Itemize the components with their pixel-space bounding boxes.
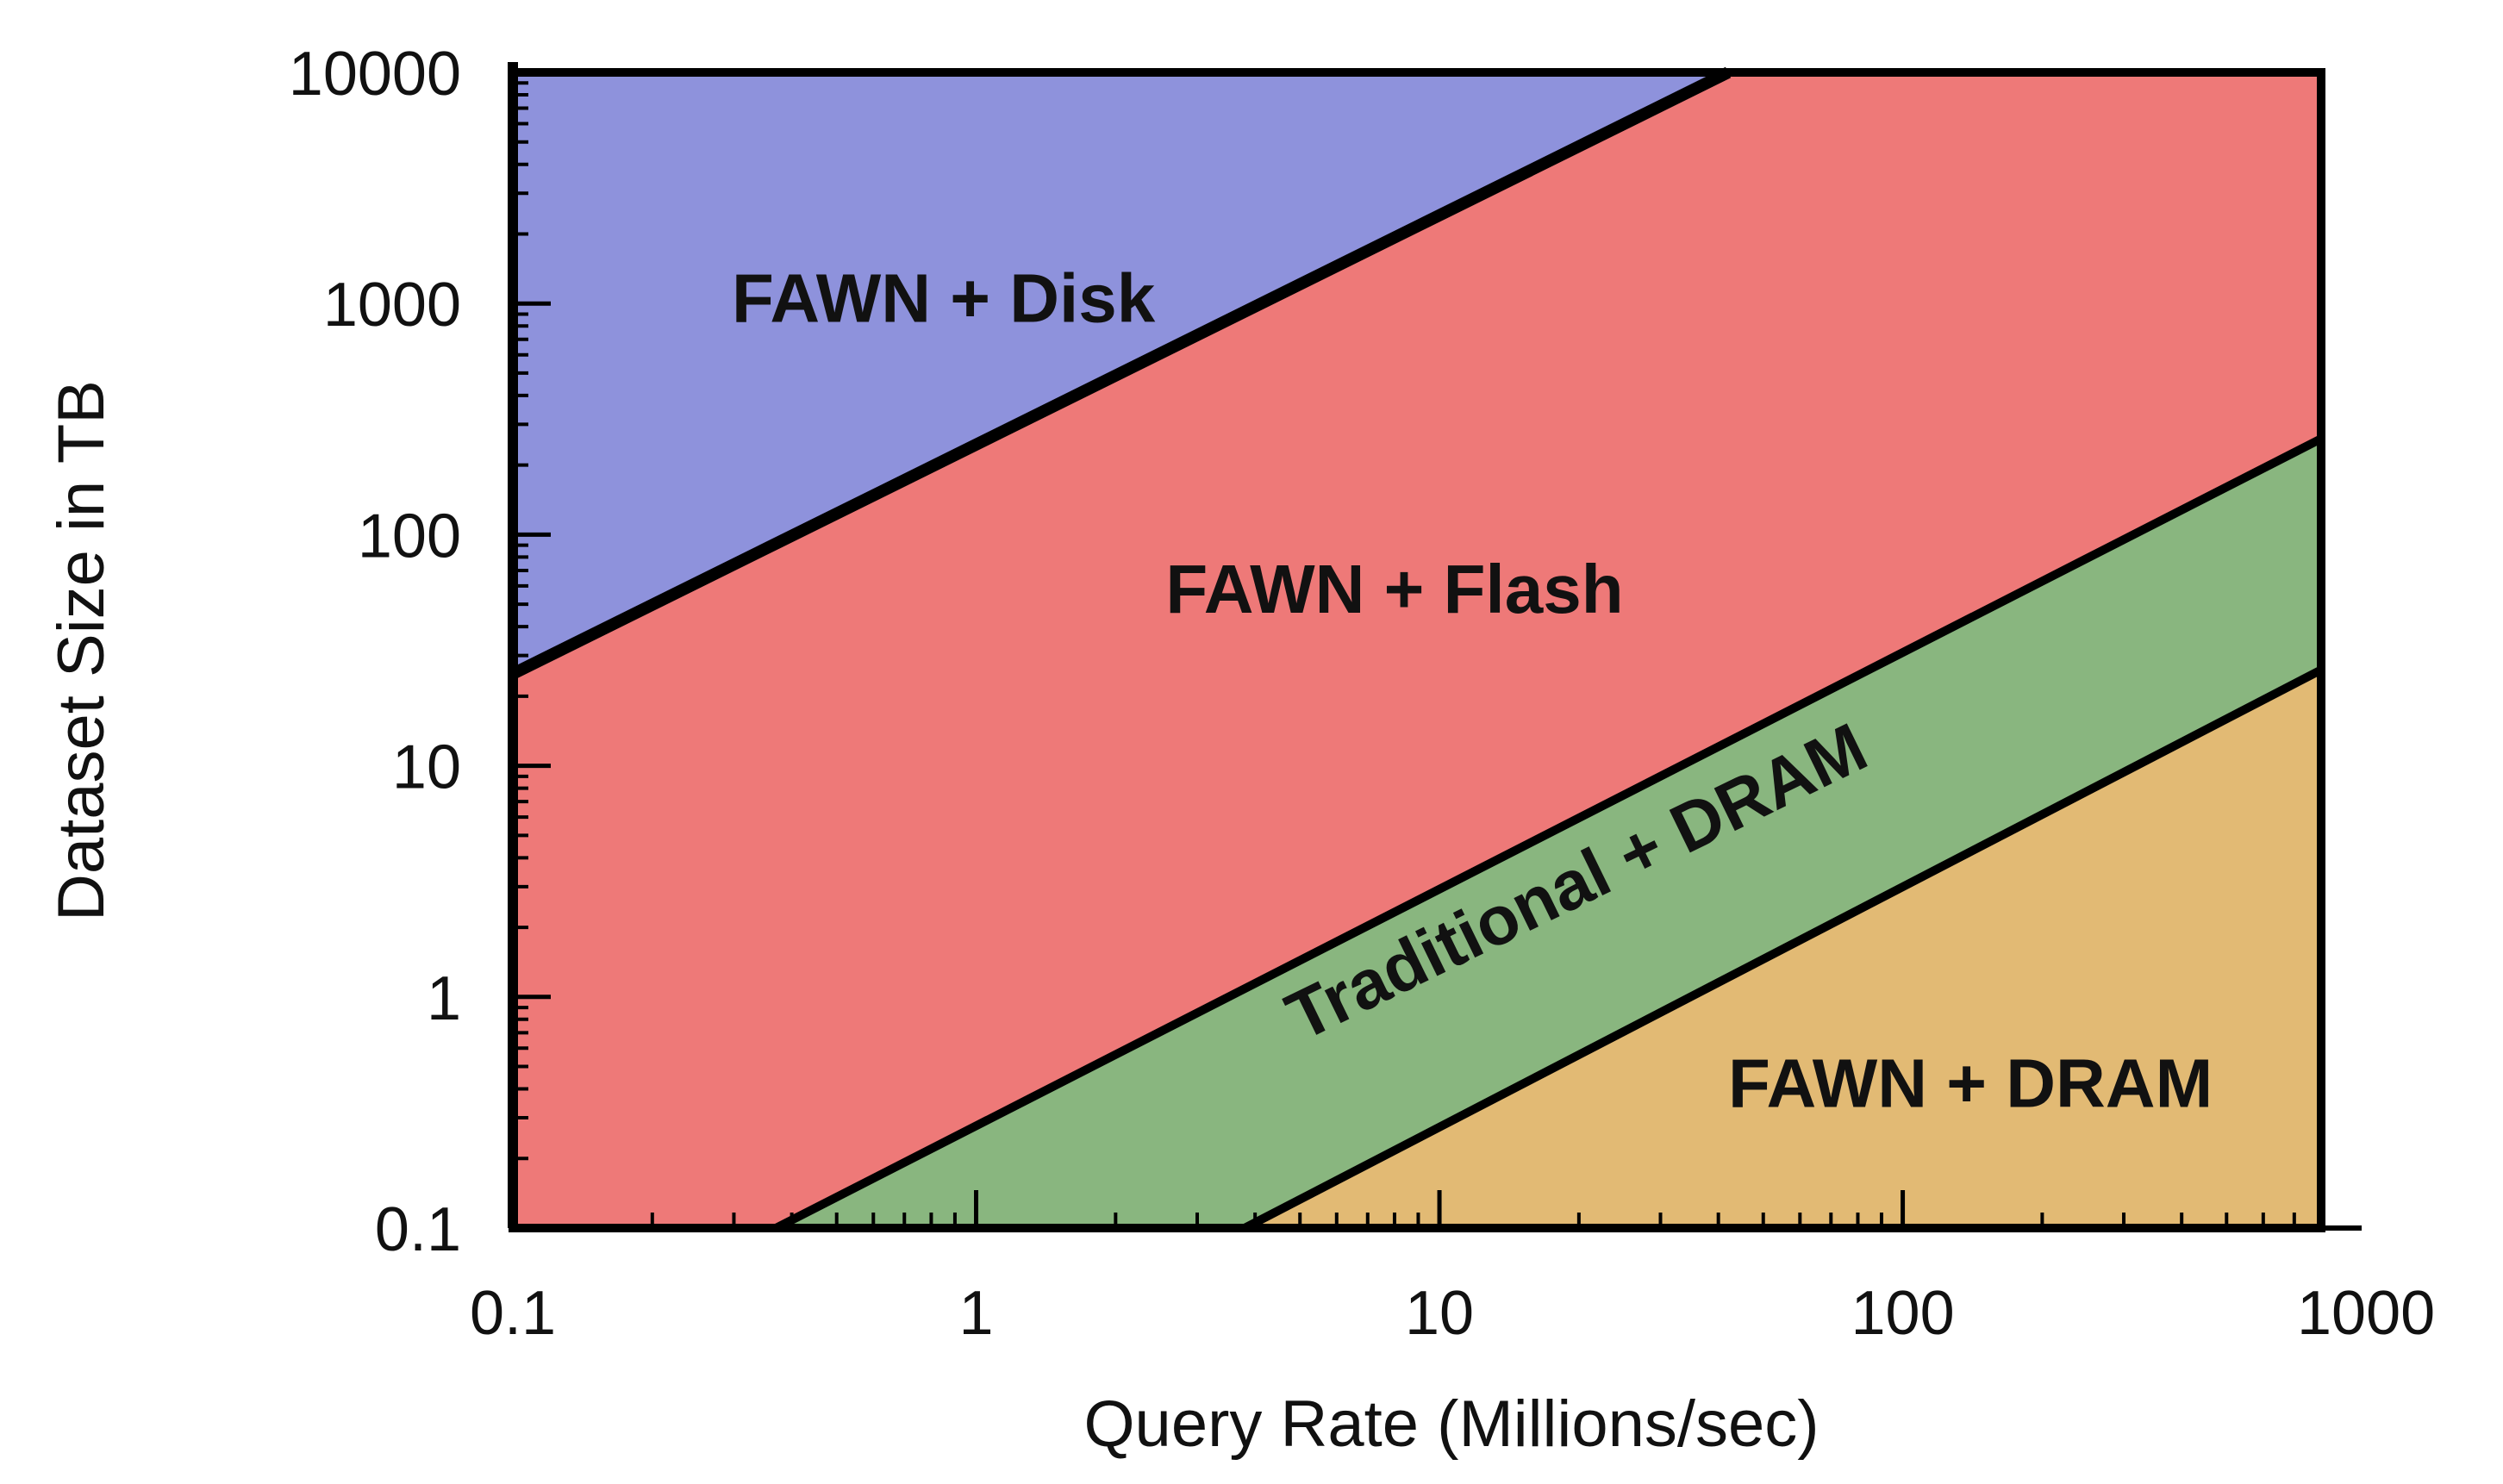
boundary-flash-traditional-dram [774,434,2324,1232]
boundaries-layer [509,66,2324,1232]
x-tick-label: 1000 [2297,1279,2435,1348]
region-label-fawn-dram: FAWN + DRAM [1728,1045,2213,1122]
y-tick-label: 0.1 [375,1195,461,1264]
ticks-layer: 0.1 1 10 100 1000 10000 0.1 1 10 100 1000 [289,40,2435,1348]
x-tick-label: 10 [1405,1279,1474,1348]
y-tick-label: 100 [358,502,461,571]
region-label-fawn-flash: FAWN + Flash [1165,551,1623,627]
x-tick-label: 0.1 [470,1279,556,1348]
region-fawn-flash [513,72,2321,1228]
y-axis-title: Dataset Size in TB [45,380,118,921]
x-tick-label: 1 [958,1279,993,1348]
y-tick-label: 1000 [323,271,461,340]
region-label-fawn-disk: FAWN + Disk [732,259,1156,336]
boundary-traditional-dram-fawn-dram [1242,665,2324,1232]
boundary-disk-flash [509,66,1732,680]
y-tick-label: 10 [392,733,461,802]
x-tick-label: 100 [1851,1279,1954,1348]
x-axis-title: Query Rate (Millions/sec) [1083,1387,1819,1461]
y-tick-label: 10000 [289,40,461,109]
y-tick-label: 1 [427,964,461,1033]
